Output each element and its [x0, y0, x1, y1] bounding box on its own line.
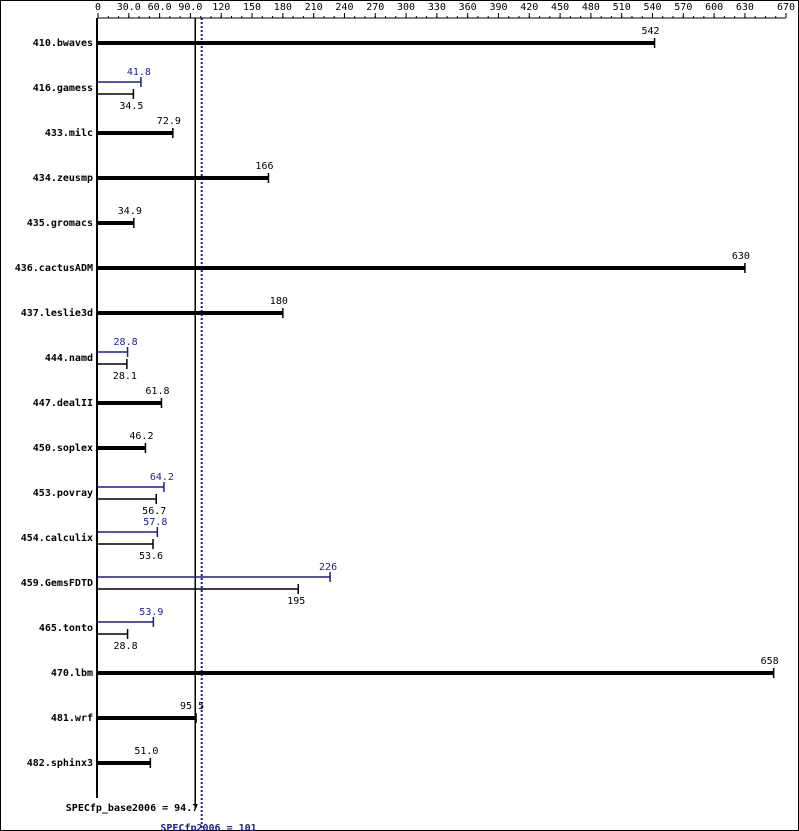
category-label: 436.cactusADM [15, 263, 93, 274]
value-label: 51.0 [134, 746, 158, 757]
x-tick-label: 210 [305, 2, 323, 13]
value-label: 28.8 [114, 337, 138, 348]
value-label: 542 [642, 26, 660, 37]
reference-label: SPECfp2006 = 101 [160, 823, 256, 831]
value-label: 28.1 [113, 371, 137, 382]
x-tick-label: 360 [459, 2, 477, 13]
category-label: 434.zeusmp [33, 173, 93, 184]
category-label: 437.leslie3d [21, 307, 93, 319]
x-tick-label: 330 [428, 2, 446, 13]
value-label: 57.8 [143, 517, 167, 528]
category-label: 433.milc [45, 127, 93, 139]
value-label: 95.5 [180, 701, 204, 712]
value-label: 41.8 [127, 67, 151, 78]
x-tick-label: 90.0 [178, 2, 202, 13]
category-label: 482.sphinx3 [27, 757, 93, 769]
value-label: 53.9 [139, 607, 163, 618]
category-label: 410.bwaves [33, 38, 93, 49]
x-tick-label: 390 [489, 2, 507, 13]
x-tick-label: 180 [274, 2, 292, 13]
x-tick-label: 150 [243, 2, 261, 13]
category-label: 459.GemsFDTD [21, 578, 93, 589]
x-tick-label: 600 [705, 2, 723, 13]
x-tick-label: 570 [674, 2, 692, 13]
x-tick-label: 630 [736, 2, 754, 13]
category-label: 435.gromacs [27, 218, 93, 229]
category-label: 481.wrf [51, 713, 93, 724]
category-label: 465.tonto [39, 623, 93, 634]
reference-label: SPECfp_base2006 = 94.7 [66, 803, 198, 814]
x-tick-label: 240 [335, 2, 353, 13]
value-label: 195 [287, 596, 305, 607]
value-label: 166 [255, 161, 273, 172]
value-label: 53.6 [139, 551, 163, 562]
value-label: 226 [319, 562, 337, 573]
value-label: 56.7 [142, 506, 166, 517]
x-tick-label: 540 [643, 2, 661, 13]
x-tick-label: 270 [366, 2, 384, 13]
value-label: 28.8 [114, 641, 138, 652]
value-label: 180 [270, 296, 288, 307]
x-tick-label: 0 [95, 2, 101, 13]
x-tick-label: 510 [613, 2, 631, 13]
x-tick-label: 450 [551, 2, 569, 13]
x-tick-label: 300 [397, 2, 415, 13]
x-tick-label: 120 [212, 2, 230, 13]
value-label: 46.2 [129, 431, 153, 442]
value-label: 34.5 [119, 101, 143, 112]
x-tick-label: 30.0 [117, 2, 141, 13]
category-label: 450.soplex [33, 443, 93, 454]
x-tick-label: 670 [777, 2, 795, 13]
category-label: 453.povray [33, 488, 93, 499]
value-label: 61.8 [145, 386, 169, 397]
category-label: 470.lbm [51, 668, 93, 679]
value-label: 64.2 [150, 472, 174, 483]
value-label: 72.9 [157, 116, 181, 127]
value-label: 34.9 [118, 206, 142, 217]
category-label: 416.gamess [33, 83, 93, 94]
category-label: 444.namd [45, 353, 93, 364]
x-tick-label: 420 [520, 2, 538, 13]
value-label: 630 [732, 251, 750, 262]
value-label: 658 [761, 656, 779, 667]
x-tick-label: 60.0 [148, 2, 172, 13]
category-label: 447.dealII [33, 398, 93, 409]
category-label: 454.calculix [21, 532, 93, 544]
x-tick-label: 480 [582, 2, 600, 13]
